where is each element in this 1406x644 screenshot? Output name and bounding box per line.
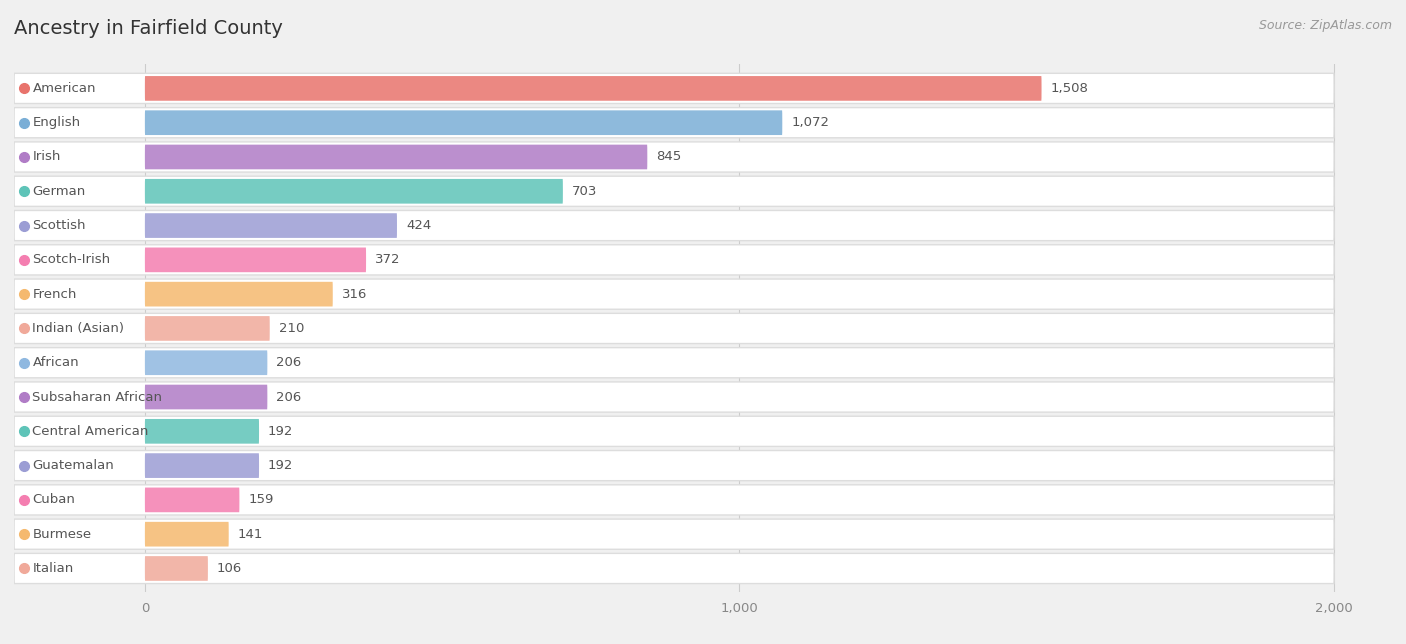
FancyBboxPatch shape [14,73,1334,104]
FancyBboxPatch shape [14,314,1334,343]
FancyBboxPatch shape [145,488,239,512]
FancyBboxPatch shape [14,176,1334,206]
Text: Burmese: Burmese [32,527,91,541]
FancyBboxPatch shape [145,179,562,204]
Text: 1,508: 1,508 [1050,82,1088,95]
Text: 106: 106 [217,562,242,575]
FancyBboxPatch shape [145,316,270,341]
Text: 845: 845 [657,151,682,164]
FancyBboxPatch shape [145,110,782,135]
FancyBboxPatch shape [17,558,139,579]
FancyBboxPatch shape [17,146,139,167]
FancyBboxPatch shape [17,249,139,270]
Text: Source: ZipAtlas.com: Source: ZipAtlas.com [1258,19,1392,32]
FancyBboxPatch shape [145,76,1042,100]
FancyBboxPatch shape [14,382,1334,412]
FancyBboxPatch shape [17,421,139,442]
Text: Italian: Italian [32,562,73,575]
FancyBboxPatch shape [17,352,139,374]
Text: 159: 159 [249,493,274,506]
FancyBboxPatch shape [145,213,396,238]
FancyBboxPatch shape [14,451,1334,480]
Text: Cuban: Cuban [32,493,76,506]
Text: 703: 703 [572,185,598,198]
Text: 372: 372 [375,253,401,267]
FancyBboxPatch shape [145,350,267,375]
Text: Irish: Irish [32,151,60,164]
FancyBboxPatch shape [145,384,267,410]
FancyBboxPatch shape [145,453,259,478]
FancyBboxPatch shape [17,318,139,339]
Text: French: French [32,288,77,301]
Text: 210: 210 [278,322,304,335]
FancyBboxPatch shape [17,524,139,545]
Text: American: American [32,82,96,95]
Text: Central American: Central American [32,425,149,438]
Text: Indian (Asian): Indian (Asian) [32,322,125,335]
Text: German: German [32,185,86,198]
FancyBboxPatch shape [145,145,647,169]
FancyBboxPatch shape [14,108,1334,138]
Text: 206: 206 [277,390,301,404]
Text: 424: 424 [406,219,432,232]
Text: 192: 192 [269,425,294,438]
Text: Guatemalan: Guatemalan [32,459,114,472]
FancyBboxPatch shape [17,78,139,99]
FancyBboxPatch shape [14,416,1334,446]
FancyBboxPatch shape [17,181,139,202]
FancyBboxPatch shape [17,489,139,511]
FancyBboxPatch shape [145,247,366,272]
FancyBboxPatch shape [14,348,1334,378]
FancyBboxPatch shape [145,556,208,581]
FancyBboxPatch shape [17,112,139,133]
Text: Scotch-Irish: Scotch-Irish [32,253,111,267]
FancyBboxPatch shape [14,245,1334,275]
FancyBboxPatch shape [14,142,1334,172]
Text: African: African [32,356,79,369]
FancyBboxPatch shape [17,455,139,476]
FancyBboxPatch shape [14,279,1334,309]
FancyBboxPatch shape [17,386,139,408]
FancyBboxPatch shape [145,522,229,547]
FancyBboxPatch shape [14,519,1334,549]
FancyBboxPatch shape [14,211,1334,241]
Text: 316: 316 [342,288,367,301]
Text: 206: 206 [277,356,301,369]
Text: 141: 141 [238,527,263,541]
FancyBboxPatch shape [145,419,259,444]
Text: English: English [32,116,80,129]
Text: Ancestry in Fairfield County: Ancestry in Fairfield County [14,19,283,39]
Text: Subsaharan African: Subsaharan African [32,390,163,404]
FancyBboxPatch shape [14,485,1334,515]
Text: 192: 192 [269,459,294,472]
FancyBboxPatch shape [14,553,1334,583]
FancyBboxPatch shape [17,283,139,305]
Text: 1,072: 1,072 [792,116,830,129]
Text: Scottish: Scottish [32,219,86,232]
FancyBboxPatch shape [145,282,333,307]
FancyBboxPatch shape [17,215,139,236]
